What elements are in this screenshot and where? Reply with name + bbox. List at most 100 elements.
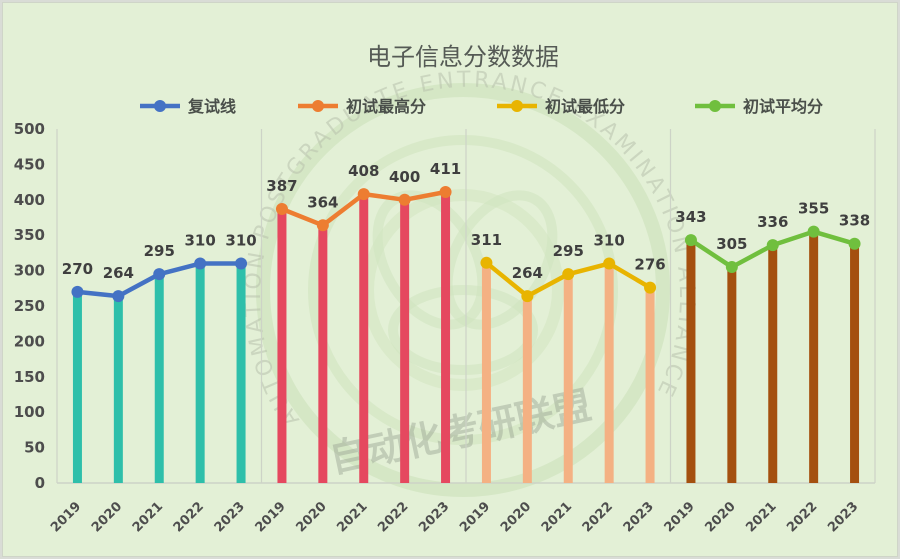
data-point-marker [71, 285, 84, 298]
data-label: 387 [266, 177, 297, 195]
data-label: 364 [307, 193, 338, 211]
data-label: 276 [634, 256, 665, 274]
bar [563, 274, 573, 483]
data-point-marker [194, 257, 207, 270]
x-tick-label: 2020 [89, 499, 125, 535]
legend: 复试线 初试最高分 初试最低分 初试平均分 [140, 97, 823, 116]
data-point-marker [112, 290, 125, 303]
bar [154, 274, 164, 483]
data-label: 305 [716, 235, 747, 253]
x-tick-label: 2020 [702, 499, 738, 535]
bar [72, 291, 82, 483]
data-label: 343 [675, 208, 706, 226]
data-label: 310 [225, 232, 256, 250]
bar [809, 231, 819, 483]
data-label: 310 [593, 232, 624, 250]
bar [645, 287, 655, 483]
x-tick-label: 2021 [539, 499, 575, 535]
y-tick-label: 100 [14, 403, 45, 421]
data-point-marker [562, 268, 575, 281]
x-tick-label: 2020 [293, 499, 329, 535]
x-tick-label: 2022 [784, 499, 820, 535]
data-label: 264 [103, 264, 134, 282]
x-tick-label: 2023 [416, 499, 452, 535]
bar [850, 243, 860, 483]
chart-title: 电子信息分数数据 [367, 43, 559, 71]
data-point-marker [521, 290, 534, 303]
data-label: 355 [798, 200, 829, 218]
data-point-marker [275, 203, 288, 216]
bar [195, 263, 205, 483]
legend-marker-icon [312, 100, 324, 112]
y-tick-label: 0 [35, 474, 45, 492]
data-point-marker [153, 268, 166, 281]
x-tick-label: 2022 [171, 499, 207, 535]
x-tick-label: 2019 [48, 499, 84, 535]
x-tick-label: 2019 [662, 499, 698, 535]
series-panel: 270 264 295 310 310 2019 2020 2021 2022 2023 [48, 232, 257, 536]
bar [400, 199, 410, 484]
y-tick-label: 250 [14, 297, 45, 315]
data-label: 338 [839, 212, 870, 230]
bar [113, 296, 123, 483]
data-point-marker [807, 225, 820, 238]
bar [441, 192, 451, 483]
legend-marker-icon [709, 100, 721, 112]
legend-label: 初试最高分 [346, 97, 426, 116]
x-tick-label: 2022 [375, 499, 411, 535]
x-tick-label: 2022 [580, 499, 616, 535]
data-label: 311 [471, 231, 502, 249]
plot-area: 0 50 100 150 200 250 300 350 400 450 500 270 264 295 3… [14, 120, 876, 536]
bar [686, 240, 696, 483]
legend-label: 初试最低分 [545, 97, 625, 116]
data-point-marker [480, 256, 493, 269]
x-tick-label: 2023 [212, 499, 248, 535]
x-tick-label: 2023 [621, 499, 657, 535]
bar [359, 194, 369, 484]
data-label: 408 [348, 162, 379, 180]
x-tick-label: 2020 [498, 499, 534, 535]
y-tick-label: 450 [14, 155, 45, 173]
x-tick-label: 2019 [457, 499, 493, 535]
bar [277, 209, 287, 483]
legend-label: 复试线 [187, 97, 236, 116]
bar [604, 263, 614, 483]
x-tick-label: 2021 [334, 499, 370, 535]
legend-item: 复试线 [140, 97, 236, 116]
y-tick-label: 200 [14, 332, 45, 350]
bar [481, 262, 491, 483]
data-label: 400 [389, 168, 420, 186]
y-tick-label: 150 [14, 368, 45, 386]
y-tick-label: 500 [14, 120, 45, 138]
data-point-marker [848, 237, 861, 250]
legend-marker-icon [511, 100, 523, 112]
data-point-marker [766, 239, 779, 252]
y-tick-label: 400 [14, 191, 45, 209]
x-tick-label: 2023 [825, 499, 861, 535]
y-tick-label: 50 [24, 439, 45, 457]
series-panel: 343 305 336 355 338 2019 2020 2021 2022 2023 [662, 200, 871, 536]
x-tick-label: 2021 [130, 499, 166, 535]
data-point-marker [357, 188, 370, 201]
data-label: 264 [512, 264, 543, 282]
data-label: 411 [430, 160, 461, 178]
y-tick-label: 350 [14, 226, 45, 244]
data-label: 295 [553, 242, 584, 260]
data-point-marker [439, 186, 452, 199]
data-point-marker [316, 219, 329, 232]
bar [236, 263, 246, 483]
watermark: AUTOMATION POSTGRADUATE ENTRANCE EXAMINA… [241, 68, 696, 497]
data-label: 270 [62, 260, 93, 278]
bar [768, 245, 778, 483]
legend-label: 初试平均分 [743, 97, 823, 116]
legend-item: 初试最高分 [298, 97, 426, 116]
x-tick-label: 2019 [253, 499, 289, 535]
data-point-marker [235, 257, 248, 270]
x-tick-label: 2021 [743, 499, 779, 535]
legend-item: 初试最低分 [497, 97, 625, 116]
bar [727, 267, 737, 483]
bar [318, 225, 328, 483]
data-label: 295 [144, 242, 175, 260]
data-point-marker [725, 261, 738, 274]
